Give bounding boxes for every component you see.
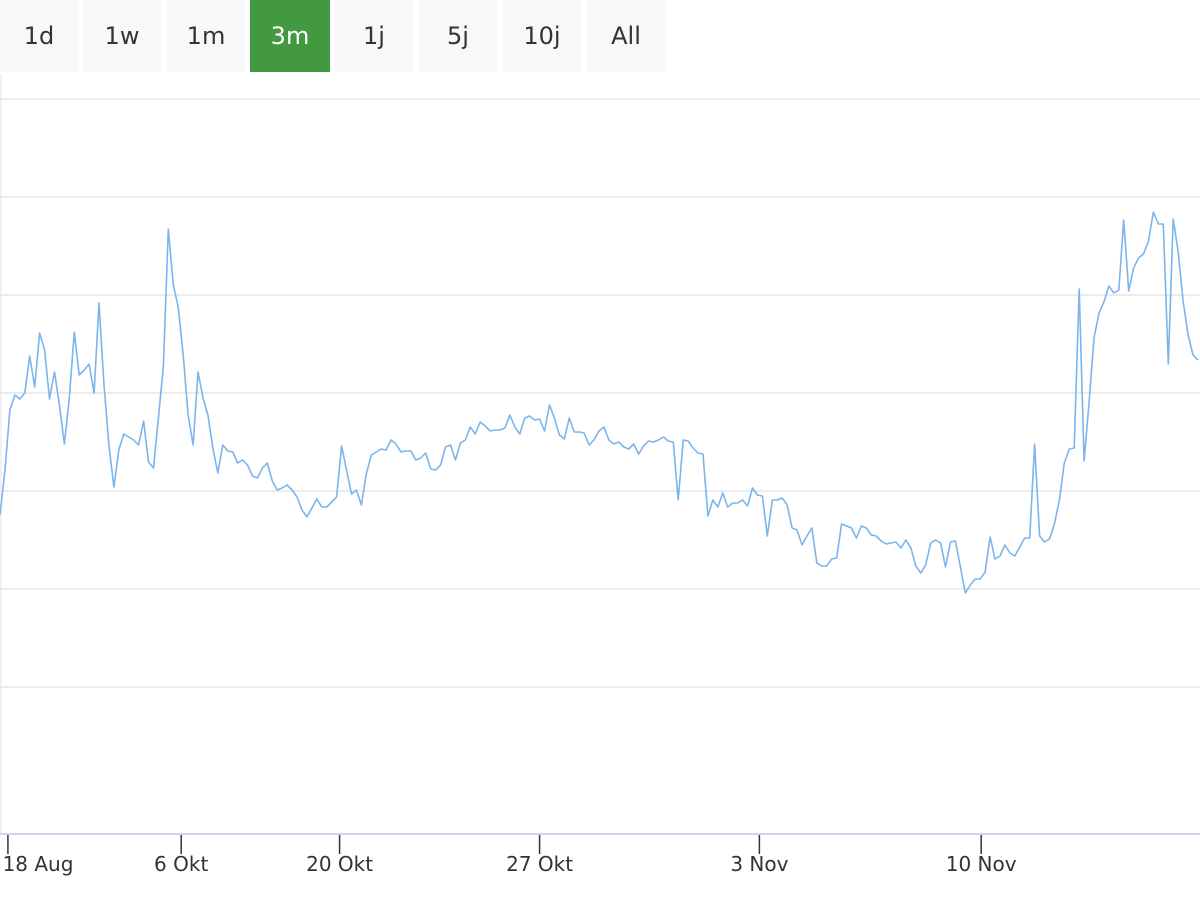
x-tick-label: 20 Okt <box>306 852 373 876</box>
x-tick-label: 10 Nov <box>946 852 1017 876</box>
range-selector: 1d 1w 1m 3m 1j 5j 10j All <box>0 0 680 72</box>
x-axis-ticks: 18 Aug 6 Okt 20 Okt 27 Okt 3 Nov 10 Nov <box>3 835 1017 876</box>
range-button-1w[interactable]: 1w <box>83 0 161 72</box>
range-button-all[interactable]: All <box>587 0 665 72</box>
x-tick-label: 27 Okt <box>506 852 573 876</box>
range-button-5j[interactable]: 5j <box>419 0 497 72</box>
x-tick-label: 3 Nov <box>730 852 788 876</box>
range-button-1d[interactable]: 1d <box>0 0 78 72</box>
range-button-1m[interactable]: 1m <box>167 0 245 72</box>
price-line <box>0 211 1199 594</box>
range-button-3m[interactable]: 3m <box>250 0 330 72</box>
x-tick-label: 6 Okt <box>154 852 208 876</box>
x-tick-label: 18 Aug <box>3 852 74 876</box>
range-button-1j[interactable]: 1j <box>335 0 413 72</box>
gridlines <box>0 98 1200 688</box>
range-button-10j[interactable]: 10j <box>503 0 581 72</box>
